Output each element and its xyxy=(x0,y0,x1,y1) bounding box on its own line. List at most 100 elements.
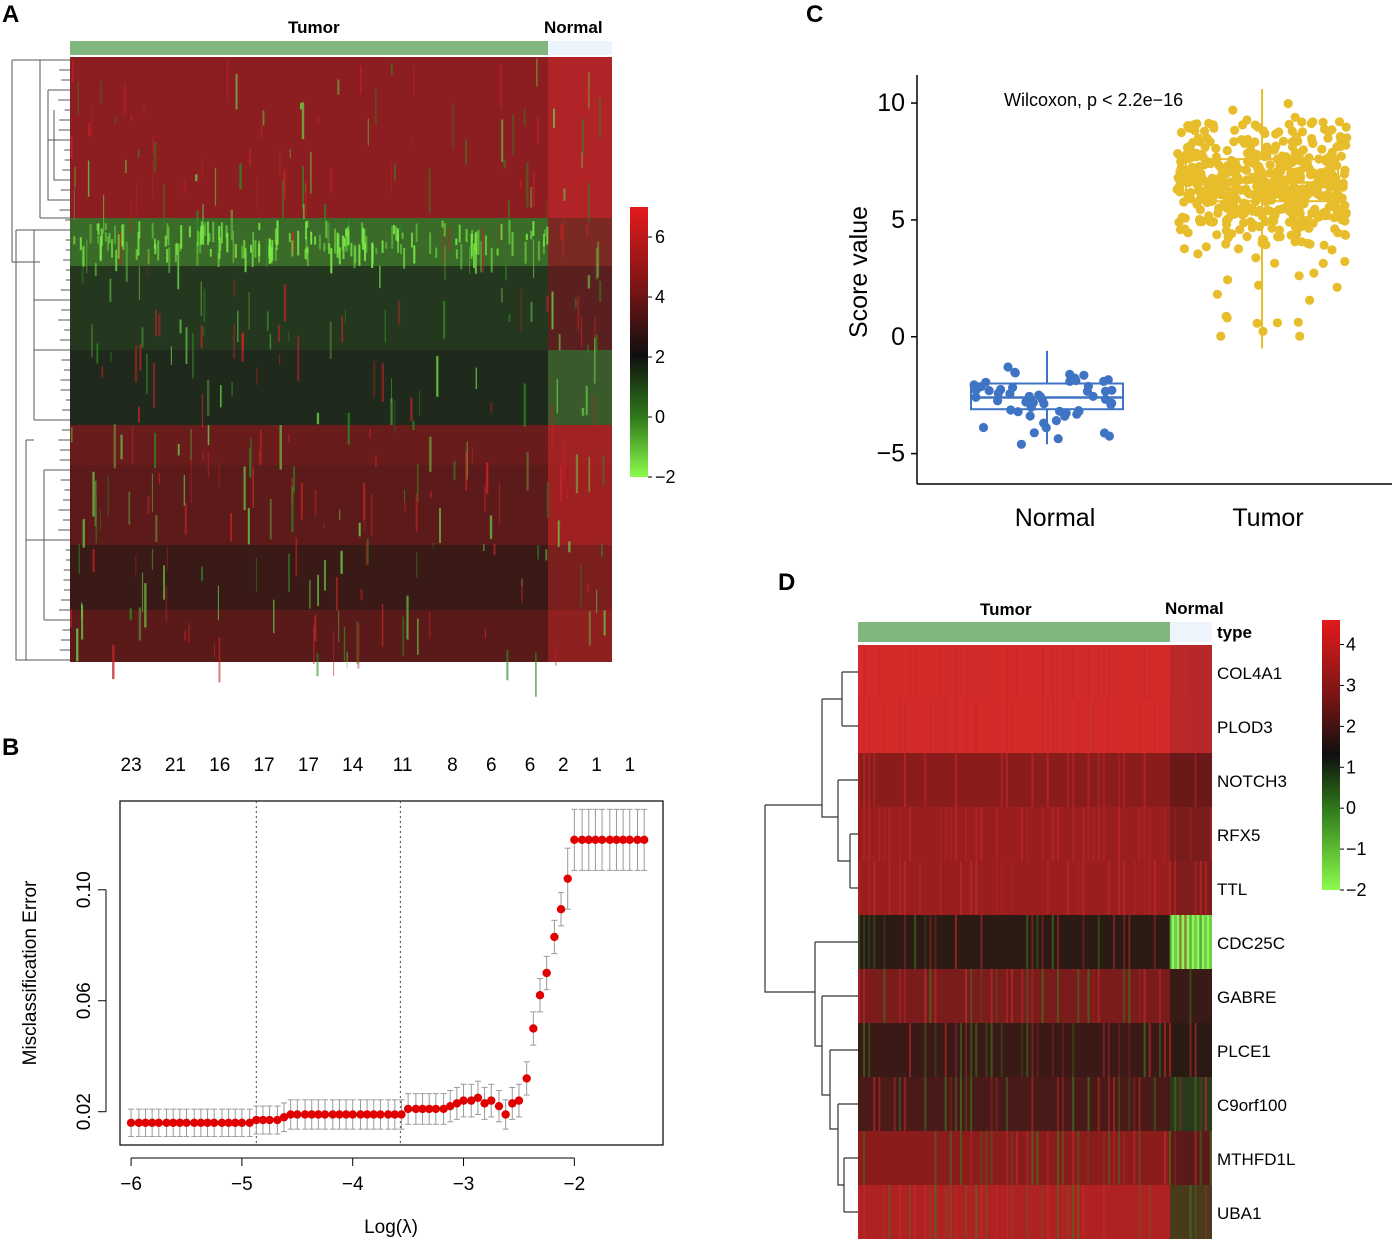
heatmap-d-stripe xyxy=(1051,1023,1054,1077)
heatmap-d-stripe xyxy=(970,1077,973,1131)
plot-c-point-tumor xyxy=(1199,126,1210,136)
heatmap-a-stripe xyxy=(346,651,348,668)
heatmap-a-stripe xyxy=(73,236,76,245)
plot-b-point xyxy=(612,835,621,845)
heatmap-a-stripe xyxy=(599,280,602,302)
heatmap-a-stripe xyxy=(297,335,300,381)
heatmap-a-stripe xyxy=(501,119,504,163)
heatmap-d-stripe xyxy=(970,1131,973,1185)
plot-c-point-tumor xyxy=(1284,119,1294,129)
heatmap-d-stripe xyxy=(1031,1023,1034,1077)
heatmap-a-stripe xyxy=(435,247,438,258)
heatmap-a-stripe xyxy=(200,221,203,244)
heatmap-d-stripe xyxy=(985,645,988,699)
heatmap-d-stripe xyxy=(1209,1131,1212,1185)
heatmap-a-stripe xyxy=(599,97,601,138)
heatmap-d-stripe xyxy=(1062,645,1064,699)
heatmap-a-stripe xyxy=(325,220,328,239)
heatmap-a-stripe xyxy=(300,482,303,520)
heatmap-d-tumor-label: Tumor xyxy=(980,600,1032,619)
heatmap-d-stripe xyxy=(1179,699,1182,753)
heatmap-a-colorbar xyxy=(630,207,648,477)
heatmap-a-stripe xyxy=(500,223,503,240)
heatmap-a-stripe xyxy=(138,607,142,641)
heatmap-a-stripe xyxy=(287,331,290,342)
heatmap-d-stripe xyxy=(1169,861,1172,915)
heatmap-a-stripe xyxy=(190,429,192,461)
heatmap-d-stripe xyxy=(1164,807,1166,861)
plot-b-point xyxy=(245,1118,254,1128)
plot-b-point xyxy=(473,1093,483,1103)
heatmap-a-stripe xyxy=(82,246,84,266)
heatmap-d-stripe xyxy=(1092,699,1095,753)
plot-b-point xyxy=(348,1110,357,1119)
heatmap-a-stripe xyxy=(250,244,252,253)
plot-b-point xyxy=(224,1118,233,1128)
heatmap-d-row-normal xyxy=(1170,969,1212,1023)
heatmap-d-stripe xyxy=(1202,915,1204,969)
heatmap-a-stripe xyxy=(113,424,116,469)
heatmap-a-stripe xyxy=(206,379,210,416)
heatmap-a-stripe xyxy=(345,229,348,237)
panel-label-b: B xyxy=(2,734,19,761)
heatmap-a-stripe xyxy=(357,623,360,669)
lasso-plot-b: 23 21 16 17 17 14 11 8 6 6 2 1 1 −6 −5 −4 −3 −2 0.020.06… xyxy=(20,755,664,1238)
heatmap-d-stripe xyxy=(914,1185,917,1239)
heatmap-d-stripe xyxy=(1153,915,1156,969)
heatmap-d-gene-label: C9orf100 xyxy=(1217,1096,1287,1115)
heatmap-d-colorbar-label: 4 xyxy=(1346,635,1356,655)
heatmap-a-stripe xyxy=(81,254,84,284)
heatmap-a-stripe xyxy=(533,171,535,206)
heatmap-a-band-normal xyxy=(548,425,612,465)
heatmap-d-stripe xyxy=(1067,753,1070,807)
heatmap-a-stripe xyxy=(444,245,446,280)
heatmap-d-stripe xyxy=(898,1185,901,1239)
heatmap-d-stripe xyxy=(1148,807,1151,861)
heatmap-d-stripe xyxy=(1113,1131,1115,1185)
plot-c-y-ticks: 10 5 0 −5 xyxy=(876,89,917,468)
heatmap-d-stripe xyxy=(1097,969,1100,1023)
heatmap-d-colorbar-label: −1 xyxy=(1346,839,1367,859)
heatmap-a-stripe xyxy=(97,235,100,244)
heatmap-a-stripe xyxy=(139,344,142,371)
heatmap-d-stripe xyxy=(1118,1131,1121,1185)
heatmap-d-stripe xyxy=(1143,645,1146,699)
heatmap-d-dendrogram-branch xyxy=(837,779,858,862)
heatmap-a-stripe xyxy=(270,246,273,264)
heatmap-a-stripe xyxy=(594,317,596,339)
heatmap-d-stripe xyxy=(1026,1131,1029,1185)
plot-c-point-tumor xyxy=(1188,169,1199,179)
plot-c-point-tumor xyxy=(1288,211,1298,221)
plot-c-point-tumor xyxy=(1252,318,1262,328)
heatmap-a-stripe xyxy=(179,319,182,334)
heatmap-d-stripe xyxy=(1092,807,1095,861)
heatmap-d-stripe xyxy=(1016,1131,1019,1185)
heatmap-d-dendrogram-branch xyxy=(764,804,822,993)
heatmap-d-stripe xyxy=(883,969,886,1023)
heatmap-a-stripe xyxy=(184,630,187,641)
heatmap-d-gene-label: GABRE xyxy=(1217,988,1277,1007)
heatmap-a-dendrogram-branch xyxy=(15,229,70,661)
heatmap-a-band-tumor xyxy=(70,218,548,266)
heatmap-d-stripe xyxy=(1011,1185,1013,1239)
heatmap-a-stripe xyxy=(587,182,591,222)
heatmap-a-stripe xyxy=(96,343,99,364)
heatmap-a-stripe xyxy=(138,407,140,423)
heatmap-a-band-normal xyxy=(548,218,612,266)
heatmap-d-stripe xyxy=(868,807,871,861)
heatmap-a-stripe xyxy=(109,278,112,302)
plot-c-point-tumor xyxy=(1208,217,1218,227)
heatmap-a-stripe xyxy=(151,222,154,239)
plot-b-error-bars xyxy=(128,808,648,1137)
heatmap-d-stripe xyxy=(990,969,993,1023)
heatmap-a-stripe xyxy=(393,224,395,235)
heatmap-d-stripe xyxy=(934,1131,937,1185)
plot-b-point xyxy=(403,1104,413,1114)
heatmap-a-stripe xyxy=(117,234,120,259)
heatmap-a-stripe xyxy=(183,178,186,194)
heatmap-a-stripe xyxy=(587,583,589,592)
heatmap-a-stripe xyxy=(288,233,291,243)
heatmap-d-stripe xyxy=(1118,1077,1121,1131)
heatmap-d-stripe xyxy=(868,861,871,915)
plot-c-point-tumor xyxy=(1243,188,1253,198)
